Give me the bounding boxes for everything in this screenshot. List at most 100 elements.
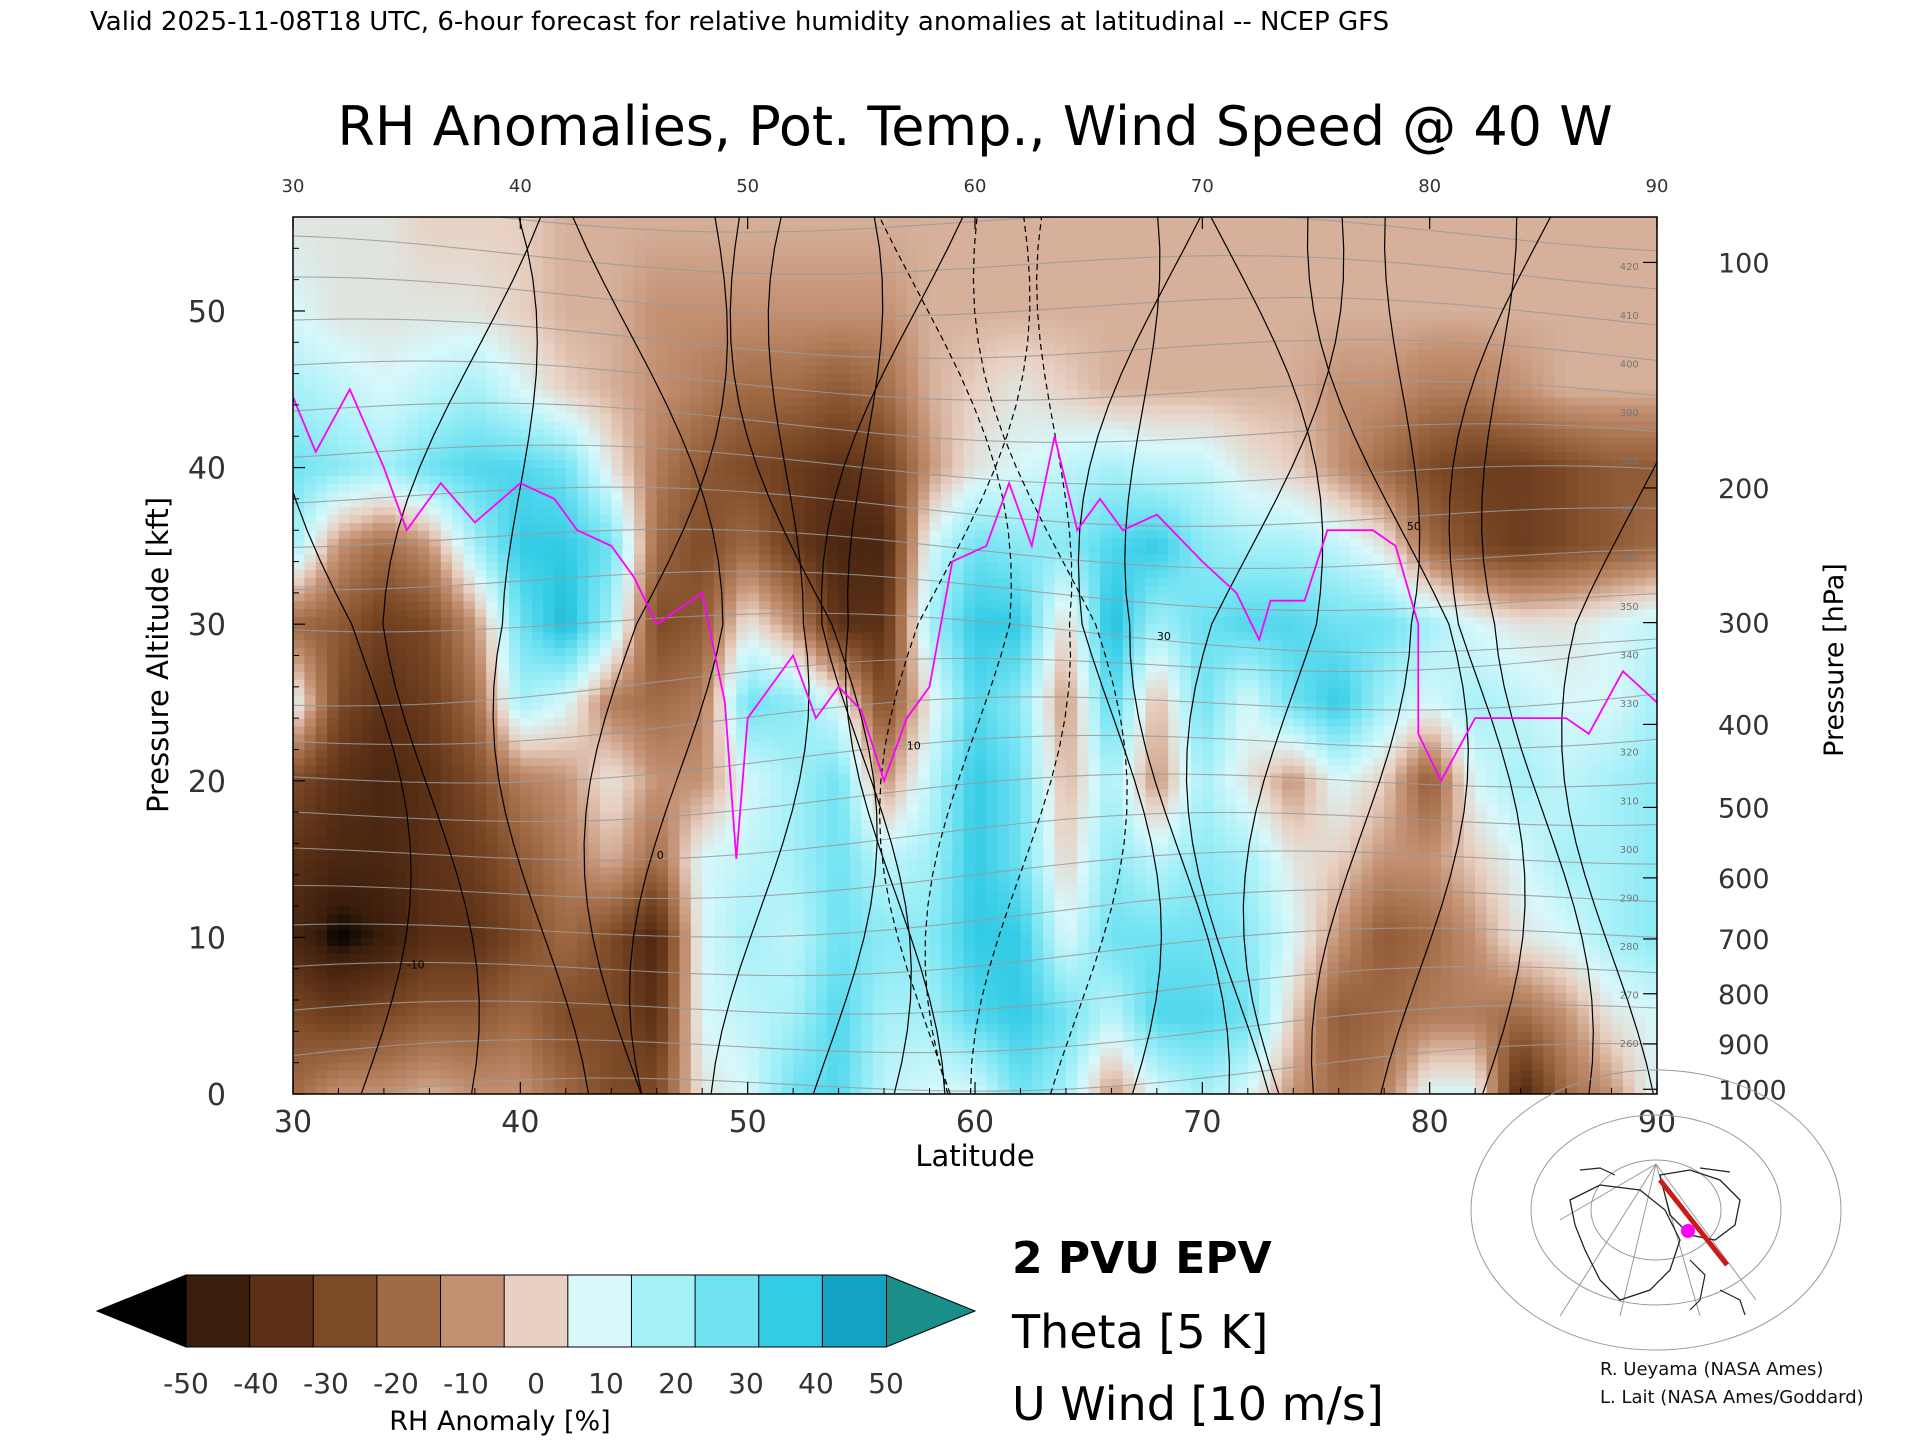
rh-cell: [554, 921, 567, 931]
rh-cell: [452, 780, 465, 790]
rh-cell: [736, 984, 749, 993]
rh-cell: [554, 624, 567, 633]
rh-cell: [520, 420, 533, 429]
rh-cell: [668, 671, 681, 680]
rh-cell: [781, 1078, 794, 1087]
rh-cell: [679, 342, 692, 351]
rh-cell: [634, 718, 646, 727]
rh-cell: [679, 553, 692, 563]
rh-cell: [497, 843, 510, 852]
rh-cell: [565, 287, 578, 296]
rh-cell: [770, 906, 783, 915]
rh-cell: [293, 976, 305, 985]
rh-cell: [713, 264, 726, 273]
rh-cell: [577, 428, 590, 437]
rh-cell: [656, 271, 669, 281]
rh-cell: [531, 444, 544, 453]
rh-cell: [474, 921, 487, 931]
rh-cell: [622, 334, 635, 343]
rh-cell: [315, 514, 328, 523]
rh-cell: [293, 851, 305, 860]
rh-cell: [304, 1070, 317, 1079]
rh-cell: [724, 733, 737, 743]
rh-cell: [645, 694, 658, 704]
rh-cell: [338, 1000, 351, 1009]
rh-cell: [440, 953, 453, 962]
rh-cell: [747, 827, 760, 837]
rh-cell: [634, 1047, 646, 1056]
rh-cell: [440, 616, 453, 625]
rh-cell: [713, 984, 726, 993]
rh-cell: [565, 890, 578, 899]
rh-cell: [452, 1039, 465, 1048]
rh-cell: [736, 389, 749, 398]
rh-cell: [747, 404, 760, 414]
rh-cell: [759, 467, 771, 476]
rh-cell: [770, 428, 783, 437]
rh-cell: [543, 538, 556, 547]
rh-cell: [770, 866, 783, 876]
rh-cell: [349, 710, 362, 719]
rh-cell: [543, 256, 556, 265]
rh-cell: [736, 217, 749, 226]
rh-cell: [509, 616, 521, 625]
rh-cell: [315, 224, 328, 234]
rh-cell: [690, 1039, 703, 1048]
rh-cell: [520, 592, 533, 602]
rh-cell: [338, 334, 351, 343]
rh-cell: [293, 835, 305, 844]
rh-cell: [736, 1054, 749, 1064]
rh-cell: [543, 1015, 556, 1025]
rh-cell: [338, 561, 351, 570]
rh-cell: [520, 498, 533, 508]
rh-cell: [622, 248, 635, 257]
rh-cell: [429, 866, 442, 876]
rh-cell: [724, 538, 737, 547]
rh-cell: [349, 412, 362, 422]
rh-cell: [406, 733, 419, 743]
rh-cell: [372, 906, 385, 915]
rh-cell: [645, 624, 658, 633]
rh-cell: [736, 953, 749, 962]
rh-cell: [645, 898, 658, 907]
rh-cell: [554, 459, 567, 469]
rh-cell: [452, 1015, 465, 1025]
rh-cell: [486, 655, 499, 664]
rh-cell: [611, 224, 624, 234]
rh-cell: [452, 741, 465, 750]
rh-cell: [293, 624, 305, 633]
rh-cell: [543, 843, 556, 852]
rh-cell: [406, 819, 419, 829]
rh-cell: [304, 686, 317, 696]
rh-cell: [509, 342, 521, 351]
rh-cell: [486, 812, 499, 821]
rh-cell: [452, 389, 465, 398]
rh-cell: [611, 404, 624, 414]
rh-cell: [531, 984, 544, 993]
rh-cell: [531, 937, 544, 946]
rh-cell: [747, 287, 760, 296]
rh-cell: [656, 788, 669, 797]
rh-cell: [395, 420, 408, 429]
rh-cell: [463, 702, 476, 711]
rh-cell: [770, 326, 783, 335]
rh-cell: [315, 882, 328, 891]
rh-cell: [588, 428, 601, 437]
rh-cell: [474, 303, 487, 312]
rh-cell: [770, 647, 783, 657]
rh-cell: [736, 506, 749, 516]
rh-cell: [349, 1070, 362, 1079]
rh-cell: [327, 851, 340, 860]
rh-cell: [395, 749, 408, 758]
rh-cell: [531, 467, 544, 476]
rh-cell: [315, 475, 328, 484]
rh-cell: [770, 287, 783, 296]
rh-cell: [327, 1015, 340, 1025]
rh-cell: [361, 1078, 374, 1087]
rh-cell: [474, 780, 487, 790]
rh-cell: [588, 217, 601, 226]
rh-cell: [395, 1054, 408, 1064]
rh-cell: [474, 577, 487, 586]
rh-cell: [327, 545, 340, 555]
rh-cell: [293, 1070, 305, 1079]
